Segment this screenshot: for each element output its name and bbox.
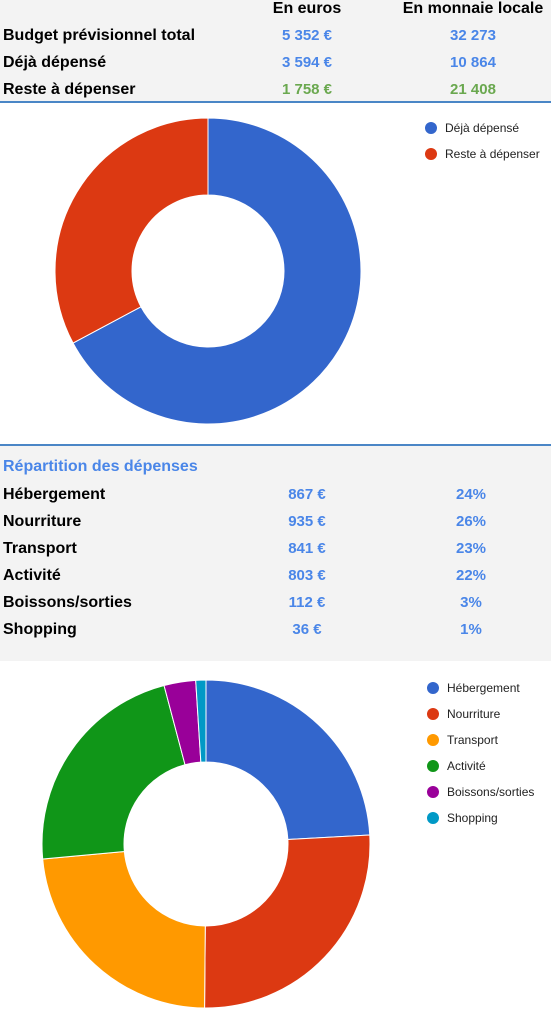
legend-label: Transport bbox=[447, 733, 499, 747]
breakdown-row: Hébergement 867 € 24% bbox=[0, 481, 551, 508]
value-local: 32 273 bbox=[450, 27, 496, 44]
column-header-local-currency: En monnaie locale bbox=[402, 0, 544, 17]
category-amount: 841 € bbox=[288, 540, 326, 557]
category-amount: 803 € bbox=[288, 567, 326, 584]
expense-breakdown-table: Répartition des dépenses Hébergement 867… bbox=[0, 444, 551, 661]
breakdown-row: Transport 841 € 23% bbox=[0, 535, 551, 562]
category-amount: 867 € bbox=[288, 486, 326, 503]
row-label: Déjà dépensé bbox=[3, 54, 107, 71]
breakdown-row: Boissons/sorties 112 € 3% bbox=[0, 589, 551, 616]
legend-swatch bbox=[427, 786, 439, 798]
breakdown-row: Nourriture 935 € 26% bbox=[0, 508, 551, 535]
donut-slice-1 bbox=[72, 117, 362, 425]
category-label: Shopping bbox=[3, 621, 77, 638]
legend-label: Reste à dépenser bbox=[445, 147, 540, 161]
donut-slice-6 bbox=[195, 679, 207, 763]
legend-label: Activité bbox=[447, 759, 486, 773]
donut-slice-1 bbox=[205, 679, 371, 841]
category-amount: 36 € bbox=[292, 621, 322, 638]
donut-slice-2 bbox=[204, 834, 371, 1009]
legend-swatch bbox=[427, 708, 439, 720]
value-local: 10 864 bbox=[450, 54, 496, 71]
legend-label: Boissons/sorties bbox=[447, 785, 534, 799]
expense-breakdown-donut-chart: Hébergement Nourriture Transport Activité Bo… bbox=[41, 679, 534, 1009]
summary-row-spent: Déjà dépensé 3 594 € 10 864 bbox=[0, 49, 551, 76]
value-euros: 3 594 € bbox=[281, 54, 333, 71]
category-percent: 1% bbox=[460, 621, 482, 638]
donut-slice-3 bbox=[42, 850, 206, 1009]
donut-slice-4 bbox=[41, 684, 186, 860]
budget-summary-table: En euros En monnaie locale Budget prévis… bbox=[0, 0, 551, 103]
category-percent: 24% bbox=[455, 486, 487, 503]
category-amount: 112 € bbox=[288, 594, 326, 611]
section-divider bbox=[0, 444, 551, 446]
legend-swatch bbox=[427, 812, 439, 824]
section-divider bbox=[0, 101, 551, 103]
category-percent: 3% bbox=[460, 594, 482, 611]
category-label: Transport bbox=[3, 540, 77, 557]
row-label: Budget prévisionnel total bbox=[3, 27, 196, 44]
legend-swatch bbox=[427, 760, 439, 772]
row-label: Reste à dépenser bbox=[3, 81, 136, 98]
donut-slice-2 bbox=[54, 117, 209, 344]
summary-row-remaining: Reste à dépenser 1 758 € 21 408 bbox=[0, 76, 551, 103]
legend-swatch bbox=[425, 122, 437, 134]
section-title: Répartition des dépenses bbox=[3, 458, 198, 475]
category-percent: 23% bbox=[455, 540, 487, 557]
category-label: Boissons/sorties bbox=[3, 594, 132, 611]
category-percent: 26% bbox=[455, 513, 487, 530]
legend-swatch bbox=[425, 148, 437, 160]
category-amount: 935 € bbox=[288, 513, 326, 530]
category-label: Nourriture bbox=[3, 513, 82, 530]
value-euros: 1 758 € bbox=[281, 81, 333, 98]
legend-label: Nourriture bbox=[447, 707, 501, 721]
category-label: Hébergement bbox=[3, 486, 106, 503]
category-label: Activité bbox=[3, 567, 61, 584]
breakdown-row: Activité 803 € 22% bbox=[0, 562, 551, 589]
legend-swatch bbox=[427, 734, 439, 746]
category-percent: 22% bbox=[455, 567, 487, 584]
value-local: 21 408 bbox=[450, 81, 496, 98]
summary-row-total: Budget prévisionnel total 5 352 € 32 273 bbox=[0, 22, 551, 49]
legend-label: Déjà dépensé bbox=[445, 121, 519, 135]
value-euros: 5 352 € bbox=[281, 27, 333, 44]
legend-swatch bbox=[427, 682, 439, 694]
spent-vs-remaining-donut-chart: Déjà dépensé Reste à dépenser bbox=[54, 117, 540, 425]
column-header-euros: En euros bbox=[272, 0, 342, 17]
breakdown-row: Shopping 36 € 1% bbox=[0, 616, 551, 643]
legend-label: Shopping bbox=[447, 811, 498, 825]
legend-label: Hébergement bbox=[447, 681, 520, 695]
